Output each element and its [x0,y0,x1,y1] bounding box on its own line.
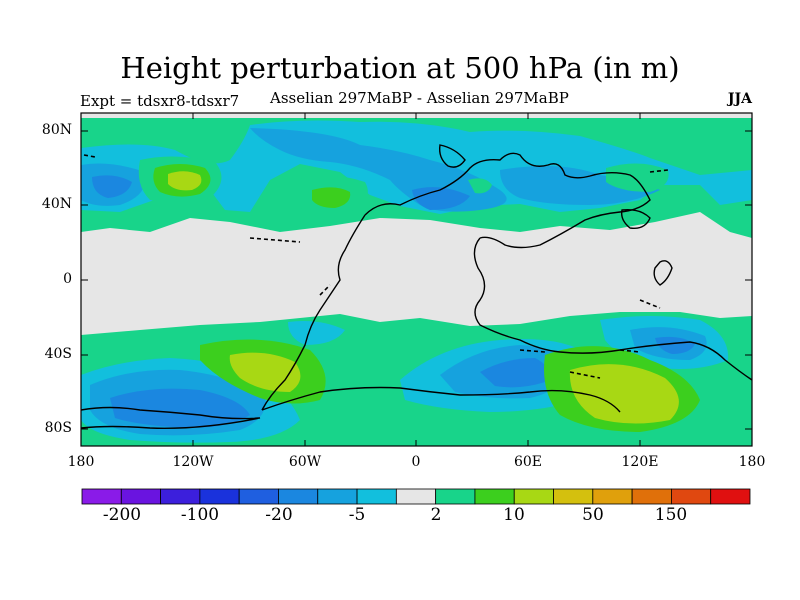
colorbar-swatch-11 [474,488,515,505]
contour-field [81,113,752,446]
colorbar-swatch-17 [710,488,751,505]
lon-label-180e: 180 [738,454,766,470]
dash-east-3 [639,299,661,309]
colorbar-swatch-16 [671,488,712,505]
colorbar-swatch-8 [356,488,397,505]
lon-label-60e: 60E [513,454,543,470]
dash-east-2 [619,349,641,353]
contour-blue-north-4 [500,166,660,205]
colorbar-swatch-9 [395,488,437,505]
coastline-pangaea-east [473,237,753,381]
lat-label-80n: 80N [41,122,72,138]
lon-label-0: 0 [411,454,421,470]
subtitle: Asselian 297MaBP - Asselian 297MaBP [270,89,569,107]
colorbar-swatch-15 [631,488,672,505]
lat-label-40s: 40S [44,346,72,362]
coastline-east-islands [653,260,673,286]
colorbar-label-5: 2 [430,505,442,525]
colorbar-label-6: 10 [503,505,525,525]
coastline-antarctic [80,406,261,429]
dash-north-2 [649,169,669,173]
axis-ticks [81,113,752,446]
coastline-east-arc [620,208,651,229]
colorbar-swatch-1 [81,488,122,505]
dash-tethys-west [249,237,301,243]
season-label: JJA [727,91,752,107]
colorbar-label-4: -5 [348,505,366,525]
coastline-pangaea-west [261,214,366,411]
page-title: Height perturbation at 500 hPa (in m) [120,51,680,85]
colorbar-swatch-6 [278,488,319,505]
contour-teal-north-4 [606,163,669,192]
contour-blue-south-3 [110,388,250,428]
lon-label-180w: 180 [67,454,95,470]
lon-label-60w: 60W [288,454,322,470]
colorbar-label-3: -20 [265,505,293,525]
coastline-north-island [438,144,466,168]
contour-blue-north-6 [412,187,470,210]
contour-green-north-2 [312,187,351,208]
dash-east-1 [569,371,601,379]
coastline-gondwana-south [261,386,621,413]
contour-teal-south-2 [700,375,752,416]
lon-label-120w: 120W [172,454,214,470]
colorbar-swatch-13 [553,488,594,505]
colorbar [81,488,751,505]
lon-label-120e: 120E [621,454,659,470]
contour-blue-north-5 [92,175,132,198]
colorbar-swatch-5 [238,488,279,505]
coastlines [80,144,753,429]
colorbar-label-8: 150 [654,505,688,525]
dash-north-1 [83,154,96,158]
colorbar-swatch-10 [435,488,476,505]
colorbar-label-1: -200 [102,505,142,525]
contour-yellow-north-1 [168,171,202,191]
lat-label-eq: 0 [63,271,72,287]
contour-blue-south-9 [655,336,695,354]
coastline-pangaea-north [364,152,651,249]
colorbar-swatch-12 [513,488,554,505]
colorbar-swatch-4 [199,488,240,505]
lat-label-40n: 40N [41,196,72,212]
colorbar-label-2: -100 [180,505,220,525]
experiment-label: Expt = tdsxr8-tdsxr7 [80,92,240,110]
dash-tethys-mid [319,284,331,296]
contour-blue-south-6 [480,358,549,388]
contour-blue-south-10 [288,321,345,345]
colorbar-swatch-7 [317,488,358,505]
colorbar-swatch-2 [120,488,161,505]
colorbar-swatch-14 [592,488,633,505]
lat-label-80s: 80S [44,420,72,436]
contour-teal-north-5 [468,178,492,194]
colorbar-label-7: 50 [582,505,604,525]
colorbar-swatch-3 [160,488,201,505]
contour-yellow-south-2 [569,364,679,424]
island-dashes [83,154,669,379]
